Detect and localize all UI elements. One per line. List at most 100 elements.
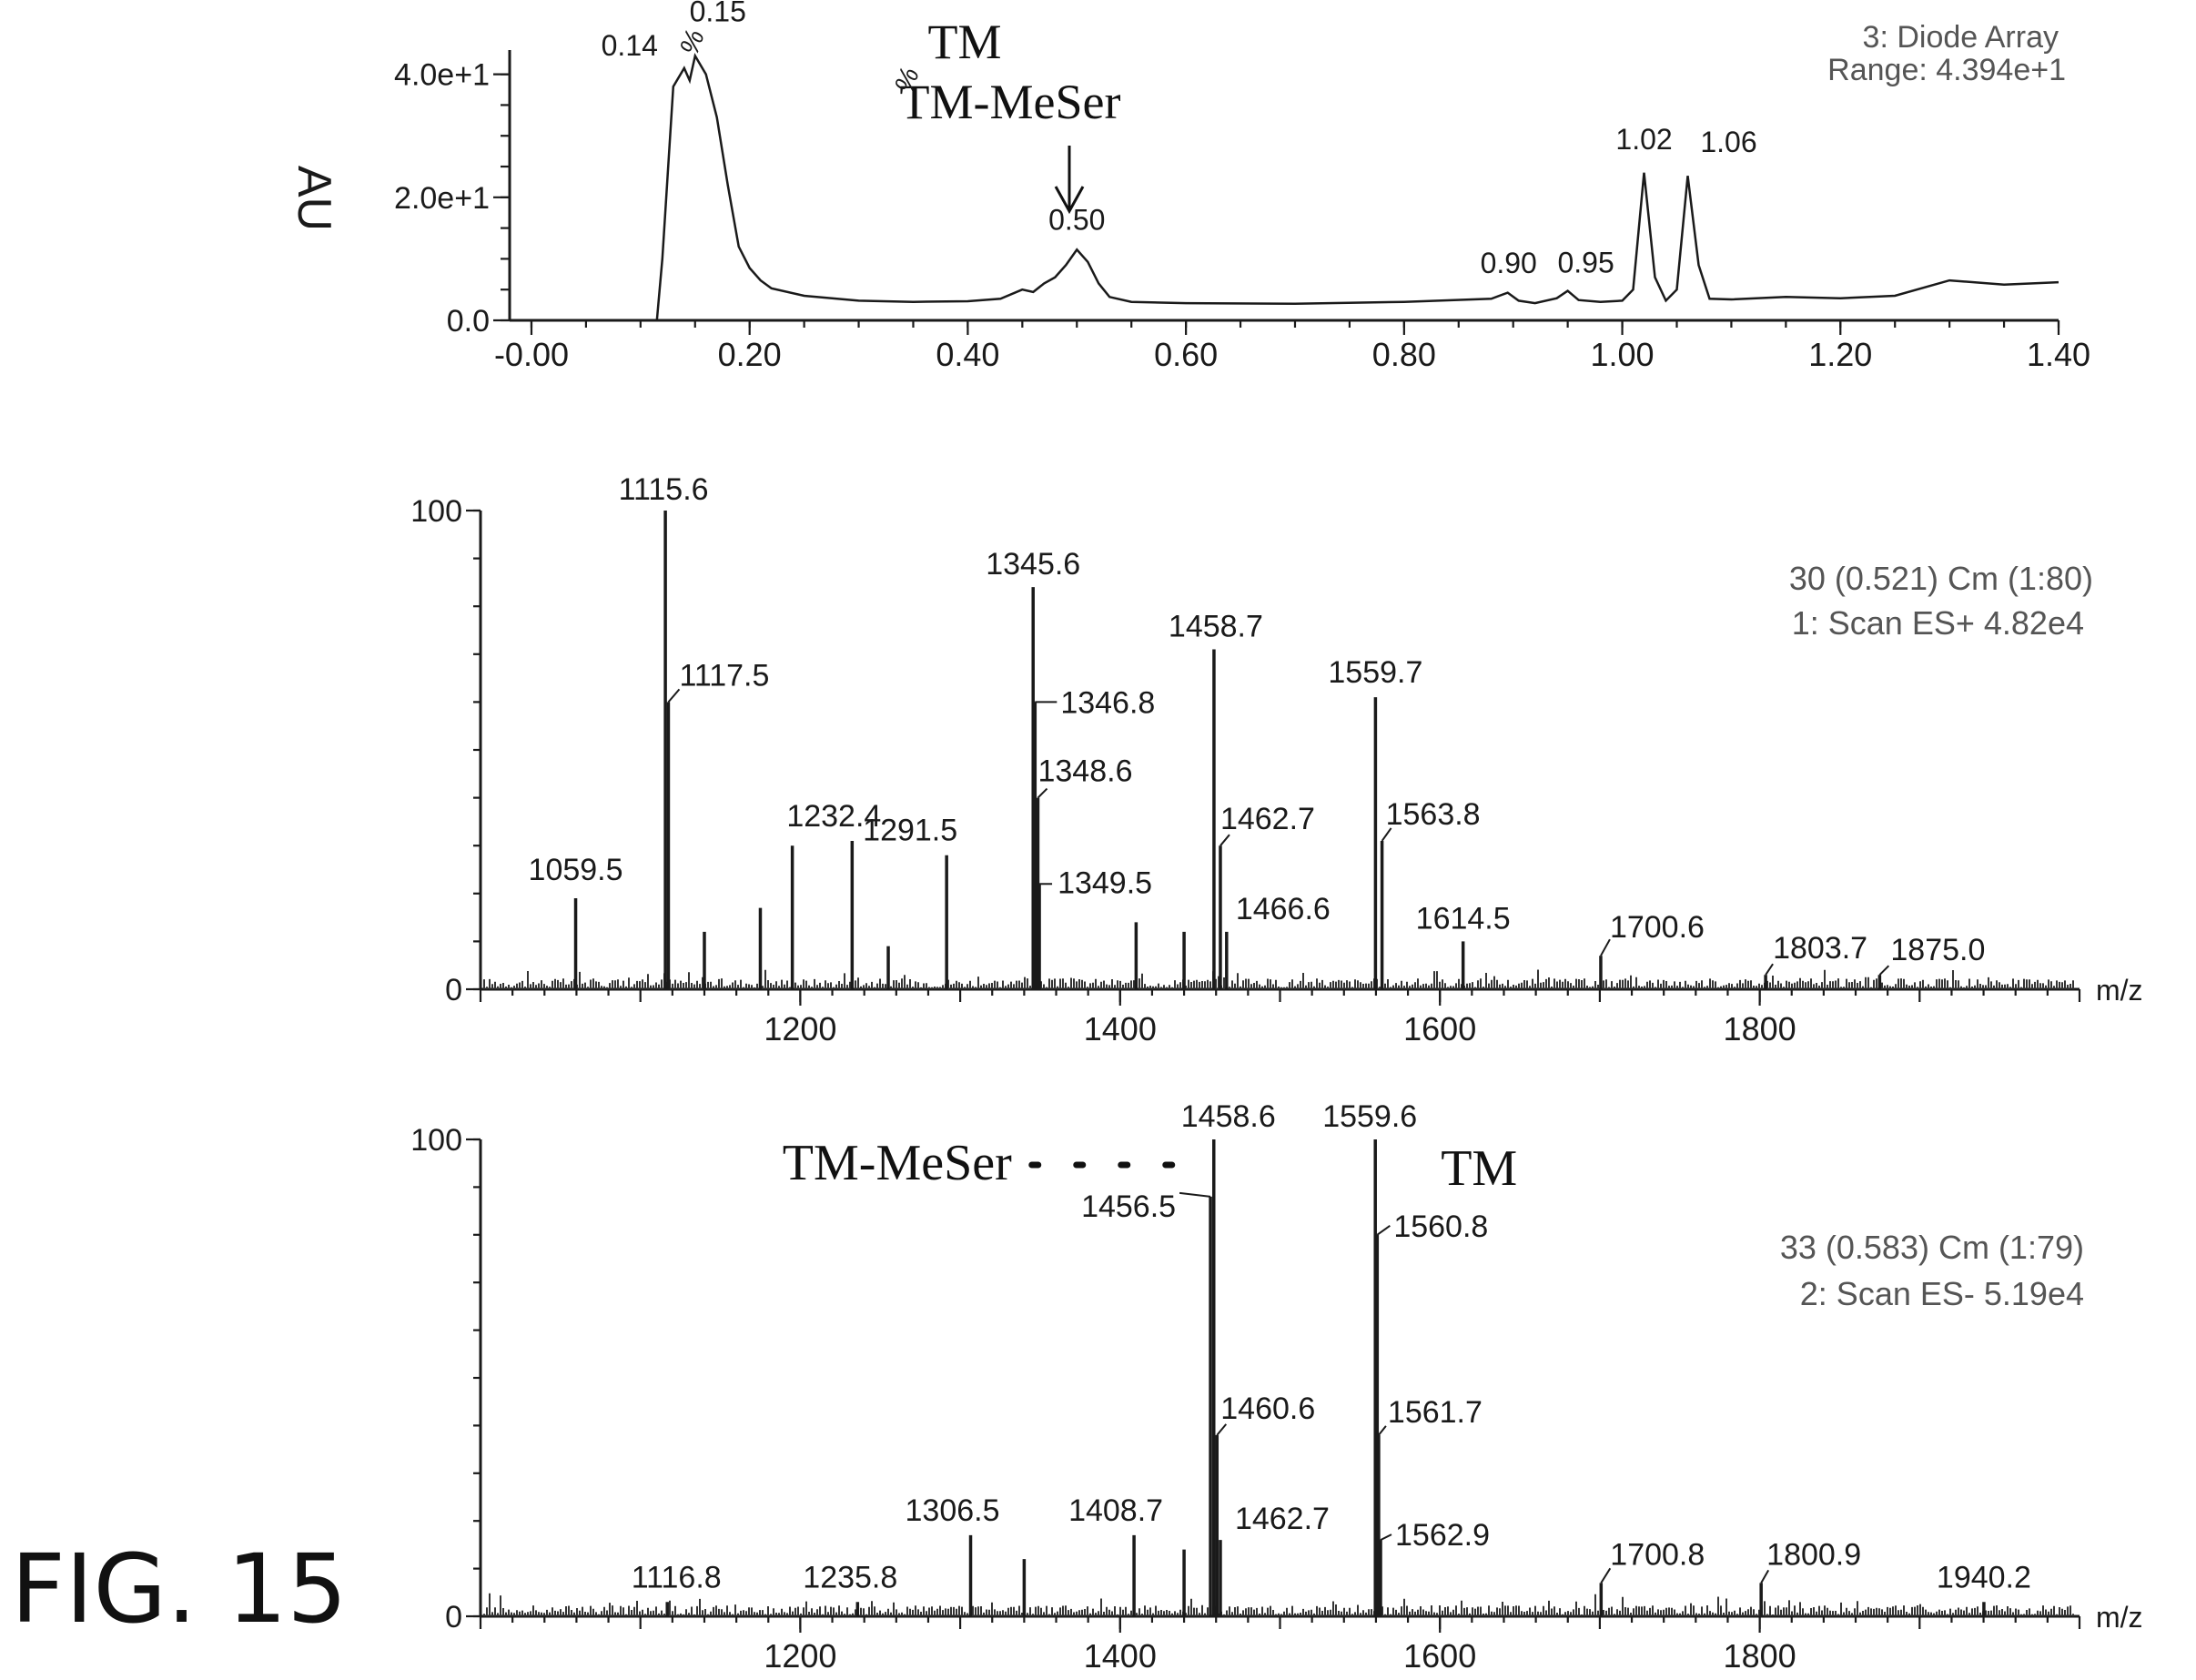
- label-leader-line: [1219, 834, 1230, 846]
- peak-label: 1232.4: [786, 799, 881, 834]
- label-leader-line: [667, 688, 681, 703]
- peak-label: 1456.5: [1081, 1189, 1176, 1224]
- peak-label: 1291.5: [863, 814, 957, 848]
- x-tick-label: 1200: [764, 1010, 836, 1047]
- peak-label: 1306.5: [906, 1493, 1000, 1528]
- peak-label: 1346.8: [1060, 685, 1155, 720]
- peak-label: 1562.9: [1395, 1518, 1490, 1553]
- callout-arrow: [1054, 146, 1085, 215]
- x-tick-label: 1600: [1403, 1010, 1476, 1047]
- x-tick-label: 0.80: [1372, 336, 1436, 373]
- x-tick-label: 1800: [1724, 1010, 1796, 1047]
- x-tick-label: 1400: [1084, 1637, 1157, 1675]
- y-tick-label: 0.0: [447, 304, 490, 339]
- label-leader-line: [1380, 1533, 1392, 1542]
- peak-label: 1560.8: [1393, 1209, 1488, 1244]
- peak-label: 1458.6: [1181, 1099, 1276, 1134]
- label-leader-line: [1378, 1425, 1387, 1436]
- x-tick-label: 0.40: [936, 336, 999, 373]
- y-tick-label: 0: [445, 1600, 462, 1634]
- chromatogram-header-line-1: 3: Diode Array: [1863, 20, 2059, 55]
- tm-meser-marker: TM-MeSer: [783, 1135, 1012, 1191]
- peak-label: 1460.6: [1220, 1392, 1315, 1426]
- peak-annotation: 0.95: [1557, 247, 1614, 279]
- x-axis-title: m/z: [2096, 974, 2143, 1007]
- peak-label: 1408.7: [1068, 1493, 1163, 1528]
- y-axis-title: %: [674, 25, 711, 58]
- peak-annotation: 0.15: [690, 0, 746, 27]
- peak-label: 1059.5: [529, 853, 623, 887]
- chromatogram-trace: [510, 53, 2059, 322]
- peak-label: 1614.5: [1416, 901, 1511, 936]
- peak-label: 1235.8: [803, 1560, 897, 1594]
- peak-label: 1559.7: [1328, 655, 1422, 690]
- y-tick-label: 2.0e+1: [394, 181, 490, 216]
- label-leader-line: [1179, 1191, 1211, 1198]
- ms-positive-header-line-2: 1: Scan ES+ 4.82e4: [1792, 604, 2084, 642]
- peak-label: 1561.7: [1388, 1395, 1483, 1430]
- peak-label: 1462.7: [1235, 1502, 1330, 1536]
- chromatogram-panel: 3: Diode Array Range: 4.394e+1 TM TM-MeS…: [288, 0, 2090, 373]
- chromatogram-header-line-2: Range: 4.394e+1: [1827, 53, 2066, 87]
- chromatogram-callout-line-1: TM: [928, 15, 1002, 69]
- peak-label: 1700.8: [1610, 1537, 1705, 1572]
- label-leader-line: [1600, 938, 1611, 956]
- peak-label: 1563.8: [1386, 797, 1481, 832]
- y-tick-label: 0: [445, 973, 462, 1007]
- peak-label: 1559.6: [1322, 1099, 1417, 1134]
- peak-label: 1800.9: [1766, 1537, 1861, 1572]
- peak-label: 1458.7: [1169, 610, 1263, 644]
- tm-marker: TM: [1441, 1140, 1517, 1197]
- peak-label: 1462.7: [1220, 802, 1315, 836]
- peak-annotation: 1.02: [1615, 123, 1672, 156]
- x-tick-label: 0.60: [1154, 336, 1218, 373]
- x-tick-label: 1.00: [1591, 336, 1655, 373]
- label-leader-line: [1381, 827, 1392, 842]
- x-tick-label: 1.20: [1808, 336, 1872, 373]
- peak-label: 1115.6: [619, 472, 709, 507]
- noise-baseline: [483, 969, 2074, 989]
- x-tick-label: 1.40: [2027, 336, 2090, 373]
- label-leader-line: [1376, 1224, 1391, 1236]
- y-tick-label: 4.0e+1: [394, 58, 490, 93]
- chromatogram-callout-line-2: TM-MeSer: [900, 75, 1121, 129]
- ms-positive-header-line-1: 30 (0.521) Cm (1:80): [1789, 560, 2093, 597]
- figure-label: FIG. 15: [11, 1533, 348, 1645]
- y-tick-label: 100: [410, 494, 462, 529]
- peak-label: 1349.5: [1058, 865, 1152, 900]
- peak-label: 1700.6: [1610, 910, 1705, 945]
- x-axis-title: m/z: [2096, 1601, 2143, 1634]
- ms-negative-panel: 33 (0.583) Cm (1:79) 2: Scan ES- 5.19e4 …: [410, 64, 2142, 1675]
- x-tick-label: 0.20: [718, 336, 782, 373]
- x-tick-label: 1400: [1084, 1010, 1157, 1047]
- peak-annotation: 0.90: [1481, 247, 1537, 279]
- x-tick-label: 1600: [1403, 1637, 1476, 1675]
- label-leader-line: [1037, 787, 1048, 799]
- x-tick-label: 1200: [764, 1637, 836, 1675]
- peak-label: 1345.6: [986, 547, 1080, 582]
- peak-label: 1803.7: [1773, 931, 1867, 966]
- ms-negative-header-line-2: 2: Scan ES- 5.19e4: [1800, 1275, 2084, 1312]
- label-leader-line: [1216, 1423, 1228, 1436]
- ms-negative-header-line-1: 33 (0.583) Cm (1:79): [1780, 1229, 2084, 1266]
- y-axis-title: AU: [288, 166, 340, 231]
- peak-label: 1116.8: [632, 1560, 722, 1594]
- y-tick-label: 100: [410, 1123, 462, 1158]
- label-leader-line: [1760, 1569, 1770, 1584]
- peak-annotation: 1.06: [1700, 126, 1756, 158]
- ms-positive-panel: 30 (0.521) Cm (1:80) 1: Scan ES+ 4.82e4 …: [410, 25, 2142, 1047]
- peak-annotation: 0.50: [1048, 203, 1105, 236]
- noise-baseline: [483, 1593, 2074, 1616]
- peak-label: 1117.5: [679, 658, 769, 693]
- peak-label: 1466.6: [1236, 892, 1331, 926]
- label-leader-line: [1600, 1567, 1612, 1584]
- x-tick-label: 1800: [1724, 1637, 1796, 1675]
- peak-label: 1940.2: [1937, 1560, 2031, 1594]
- label-leader-line: [1878, 965, 1890, 976]
- peak-label: 1348.6: [1037, 754, 1132, 789]
- peak-annotation: 0.14: [602, 29, 658, 62]
- peak-label: 1875.0: [1890, 933, 1985, 967]
- x-tick-label: -0.00: [494, 336, 569, 373]
- label-leader-line: [1765, 963, 1774, 976]
